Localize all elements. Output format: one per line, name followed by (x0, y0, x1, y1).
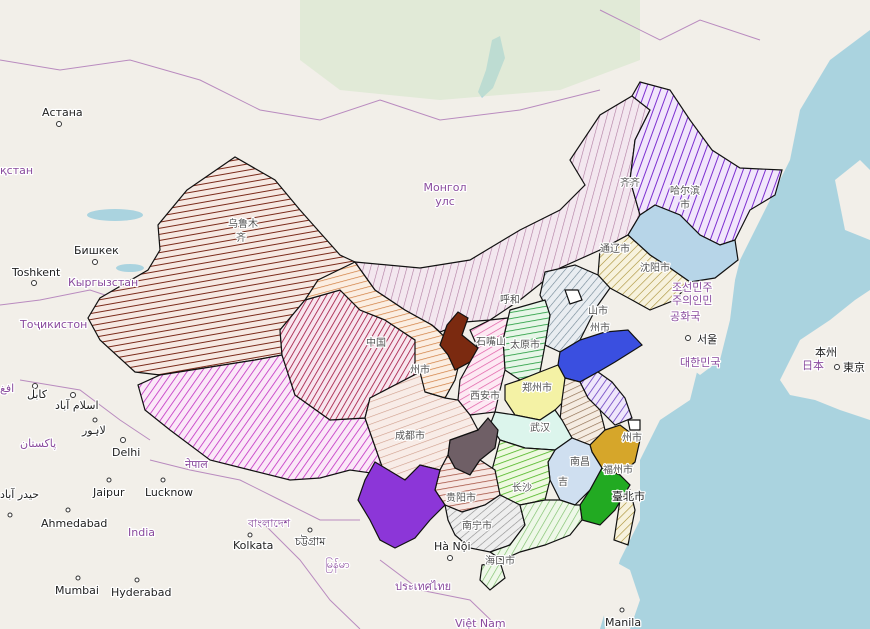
label-nepal: नेपाल (185, 458, 208, 471)
label-honshu: 本州 (815, 345, 837, 359)
label-kabul: کابل (27, 388, 48, 401)
label-yinchuan: 石嘴山 (476, 336, 506, 348)
province-tianjin[interactable] (564, 289, 583, 305)
label-wuhan: 武汉 (530, 421, 550, 434)
label-lucknow: Lucknow (145, 486, 193, 499)
label-shenyang: 沈阳市 (640, 261, 670, 274)
label-fuzhou: 福州市 (603, 463, 633, 476)
label-qinghai: 中国 (366, 336, 386, 349)
label-bangladesh: বাংলাদেশ (247, 517, 291, 530)
label-north-korea-3: 공화국 (670, 310, 700, 323)
label-lahore: لاہور (81, 424, 106, 437)
label-kazakhstan: қстан (0, 164, 33, 177)
label-urumqi-2: 齐 (236, 231, 246, 244)
label-mongolia-2: улс (435, 195, 455, 208)
province-hainan[interactable] (479, 561, 506, 591)
label-hanoi: Hà Nội (434, 540, 471, 553)
label-kolkata: Kolkata (233, 539, 273, 552)
label-kyrgyzstan: Кыргызстан (68, 276, 138, 289)
label-qiqihar: 齐齐 (620, 176, 640, 189)
label-haikou: 海口市 (485, 554, 515, 567)
label-changsha: 长沙 (512, 482, 532, 494)
label-india: India (128, 526, 155, 539)
label-myanmar: မြန်မာ (325, 557, 350, 573)
label-thailand: ประเทศไทย (395, 580, 451, 593)
lake-issyk (116, 264, 144, 272)
label-jinan: 山市 (588, 304, 608, 317)
label-japan: 日本 (802, 358, 824, 372)
label-nanchang: 南昌 (570, 455, 590, 468)
label-lanzhou: 州市 (410, 363, 430, 376)
label-yantai: 州市 (590, 321, 610, 334)
country-borders (0, 9, 761, 629)
label-delhi: Delhi (112, 446, 140, 459)
province-shanghai[interactable] (627, 419, 641, 431)
label-tongliao: 通辽市 (600, 242, 630, 255)
label-urumqi: 乌鲁木 (228, 217, 258, 230)
label-south-korea: 대한민국 (680, 356, 720, 369)
land-luzon (602, 560, 640, 629)
label-toshkent: Toshkent (11, 266, 61, 279)
label-nanning: 南宁市 (462, 519, 492, 532)
label-bishkek: Бишкек (74, 244, 119, 257)
label-tajikistan: Тоҷикистон (19, 318, 87, 331)
label-zhengzhou: 郑州市 (522, 381, 552, 394)
label-chittagong: চট্টগ্রাম (294, 535, 326, 548)
label-hohhot: 呼和 (500, 294, 520, 306)
provinces (87, 81, 783, 591)
label-manila: Manila (605, 616, 641, 629)
land-korea (670, 260, 735, 375)
label-seoul: 서울 (697, 333, 717, 346)
label-islamabad: اسلام آباد (55, 398, 99, 412)
forest-north (300, 0, 640, 100)
label-harbin: 哈尔滨 (670, 184, 700, 197)
label-north-korea: 조선민주 (672, 281, 712, 294)
label-taipei: 臺北市 (612, 489, 645, 503)
province-labels: 乌鲁木 齐 哈尔滨 市 齐齐 通辽市 沈阳市 呼和 太原市 山市 州市 郑州市 … (227, 175, 702, 569)
label-hyderabad: Hyderabad (111, 586, 172, 599)
country-labels: Монгол улс Кыргызстан Тоҷикистон қстан I… (0, 163, 825, 629)
label-hangzhou: 州市 (622, 431, 642, 444)
label-astana: Астана (42, 106, 83, 119)
province-guangdong[interactable] (488, 499, 583, 561)
label-jaipur: Jaipur (92, 486, 125, 499)
city-labels: Астана Бишкек Toshkent کابل اسلام آباد ل… (0, 105, 866, 629)
label-north-korea-2: 주의인민 (672, 294, 712, 307)
label-ahmedabad: Ahmedabad (41, 517, 107, 530)
label-taiyuan: 太原市 (510, 338, 540, 351)
land-hokkaido (835, 160, 870, 240)
label-vietnam: Việt Nam (455, 617, 506, 629)
province-taiwan[interactable] (613, 488, 636, 546)
label-harbin-2: 市 (680, 198, 690, 211)
label-xian: 西安市 (470, 389, 500, 402)
label-mongolia: Монгол (424, 181, 467, 194)
label-afg: افغ (0, 382, 14, 395)
label-chengdu: 成都市 (395, 429, 425, 442)
province-yunnan[interactable] (357, 461, 446, 549)
lake-balkhash (87, 209, 143, 221)
land-japan (780, 290, 870, 420)
label-guiyang: 贵阳市 (446, 491, 476, 504)
label-pakistan: پاکستان (20, 437, 56, 450)
label-mumbai: Mumbai (55, 584, 99, 597)
label-tokyo: 東京 (843, 360, 865, 374)
label-karachi: حيدر آباد (0, 487, 39, 501)
label-jian: 吉 (558, 476, 568, 488)
